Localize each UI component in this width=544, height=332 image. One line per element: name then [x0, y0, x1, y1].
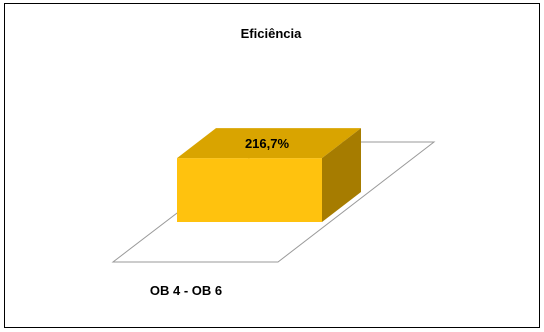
bar-data-label: 216,7% [245, 136, 290, 151]
bar-front-face [177, 158, 322, 222]
chart-title: Eficiência [241, 26, 302, 41]
bars-group [177, 128, 361, 222]
bar-top-face [177, 128, 361, 159]
category-label-ob4-ob6: OB 4 - OB 6 [150, 283, 222, 298]
bar-side-face [322, 128, 361, 222]
labels-group: 216,7% [245, 136, 290, 151]
